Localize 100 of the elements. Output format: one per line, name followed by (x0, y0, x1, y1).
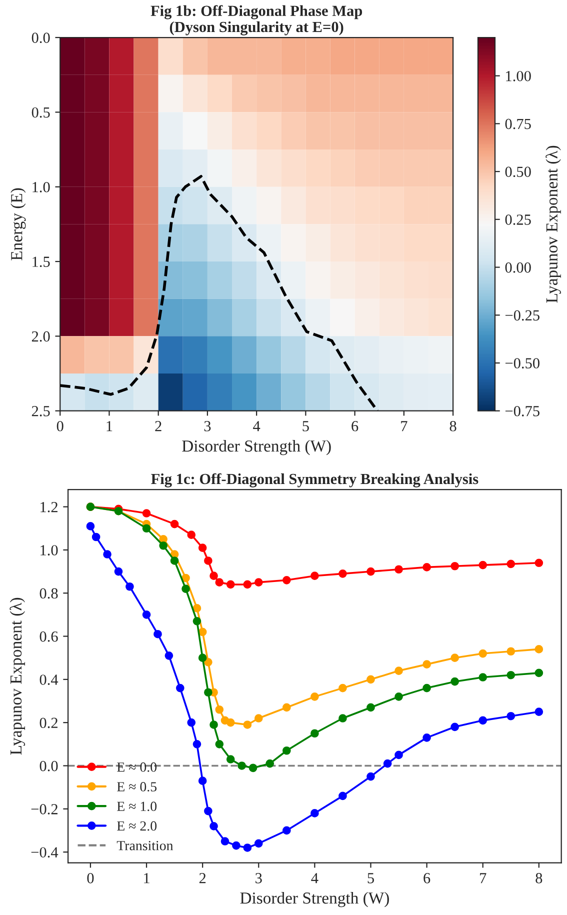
y-axis-title: Energy (E) (10, 188, 26, 260)
y-tick-label: 1.2 (40, 502, 58, 512)
y-tick-label: 0.0 (32, 32, 50, 44)
color-bar-label: −0.75 (505, 406, 540, 416)
point (422, 734, 431, 742)
y-tick-label: −0.4 (31, 847, 58, 858)
point (86, 522, 95, 530)
point (450, 562, 459, 570)
point (154, 630, 162, 638)
point (248, 764, 258, 772)
x-tick-label: 6 (352, 421, 358, 432)
color-bar-label: 0.50 (505, 166, 531, 178)
point (338, 684, 347, 692)
color-bar-label: 0.00 (505, 262, 531, 273)
point (215, 740, 224, 748)
point (254, 839, 263, 848)
color-bar-label: −0.50 (505, 358, 540, 368)
point (215, 578, 224, 586)
point (198, 544, 207, 552)
point (126, 582, 134, 591)
y-tick-label: 1.0 (40, 545, 58, 556)
point (182, 574, 190, 582)
point (282, 703, 291, 712)
point (170, 520, 179, 528)
x-tick-label: 1 (106, 421, 112, 432)
point (506, 560, 516, 568)
y-tick-label: 0.5 (32, 107, 50, 118)
point (204, 556, 212, 565)
point (187, 530, 196, 540)
point (220, 837, 230, 846)
point (204, 658, 212, 666)
point (164, 652, 174, 660)
line-series (60, 175, 379, 411)
x-tick-label: 8 (450, 421, 456, 432)
point (243, 720, 252, 729)
x-tick-label: 2 (199, 873, 206, 884)
point (92, 532, 100, 542)
point (142, 610, 151, 619)
point (534, 645, 544, 654)
point (176, 684, 184, 692)
y-tick-label: −0.2 (31, 804, 58, 814)
point (204, 688, 212, 697)
point (243, 580, 252, 589)
point (238, 762, 246, 770)
chart-title: Fig 1c: Off-Diagonal Symmetry Breaking Analysis (151, 473, 478, 488)
point (478, 649, 488, 658)
point (182, 584, 190, 593)
point (226, 755, 235, 764)
point (187, 718, 196, 727)
point (226, 580, 235, 589)
point (192, 604, 202, 612)
point (266, 759, 274, 768)
point (534, 668, 544, 678)
color-bar-label: 0.75 (505, 118, 531, 130)
x-tick-label: 5 (368, 873, 374, 884)
point (422, 563, 431, 572)
point (103, 550, 112, 558)
point (204, 806, 212, 816)
point (282, 746, 291, 755)
point (366, 675, 375, 684)
point (366, 703, 375, 712)
y-axis-title: Lyapunov Exponent (λ) (10, 598, 26, 755)
x-tick-label: 5 (302, 421, 309, 432)
color-bar-label: 0.25 (505, 214, 531, 225)
point (422, 684, 431, 692)
point (366, 772, 375, 781)
color-bar-label: 1.00 (506, 70, 531, 82)
x-tick-label: 3 (256, 873, 262, 884)
point (192, 616, 202, 626)
x-tick-label: 1 (144, 873, 150, 884)
point (383, 759, 392, 768)
y-tick-label: 0.4 (40, 674, 58, 685)
point (422, 660, 431, 668)
point (506, 670, 516, 680)
chart-title: Fig 1b: Off-Diagonal Phase Map (Dyson Singularity at E=0) (150, 5, 362, 36)
point (338, 570, 347, 578)
point (366, 567, 375, 576)
color-bar-label: −0.25 (505, 310, 540, 321)
point (226, 718, 235, 727)
point (198, 628, 207, 636)
point (450, 677, 459, 686)
y-tick-label: 1.0 (32, 182, 50, 192)
x-tick-label: 2 (155, 421, 162, 432)
y-tick-label: 1.5 (32, 256, 50, 268)
point (210, 720, 218, 729)
point (394, 565, 403, 574)
point (232, 841, 240, 850)
point (159, 541, 168, 550)
legend-label: E ≈ 1.0 (117, 802, 157, 812)
point (338, 714, 347, 722)
point (142, 524, 151, 533)
x-tick-label: 4 (253, 421, 260, 432)
x-axis-title: Disorder Strength (W) (240, 892, 389, 908)
x-tick-label: 6 (424, 873, 430, 884)
legend-label: E ≈ 2.0 (117, 821, 157, 831)
x-tick-label: 4 (311, 873, 318, 884)
point (254, 714, 263, 722)
point (450, 722, 459, 732)
point (394, 666, 403, 675)
point (478, 716, 488, 725)
